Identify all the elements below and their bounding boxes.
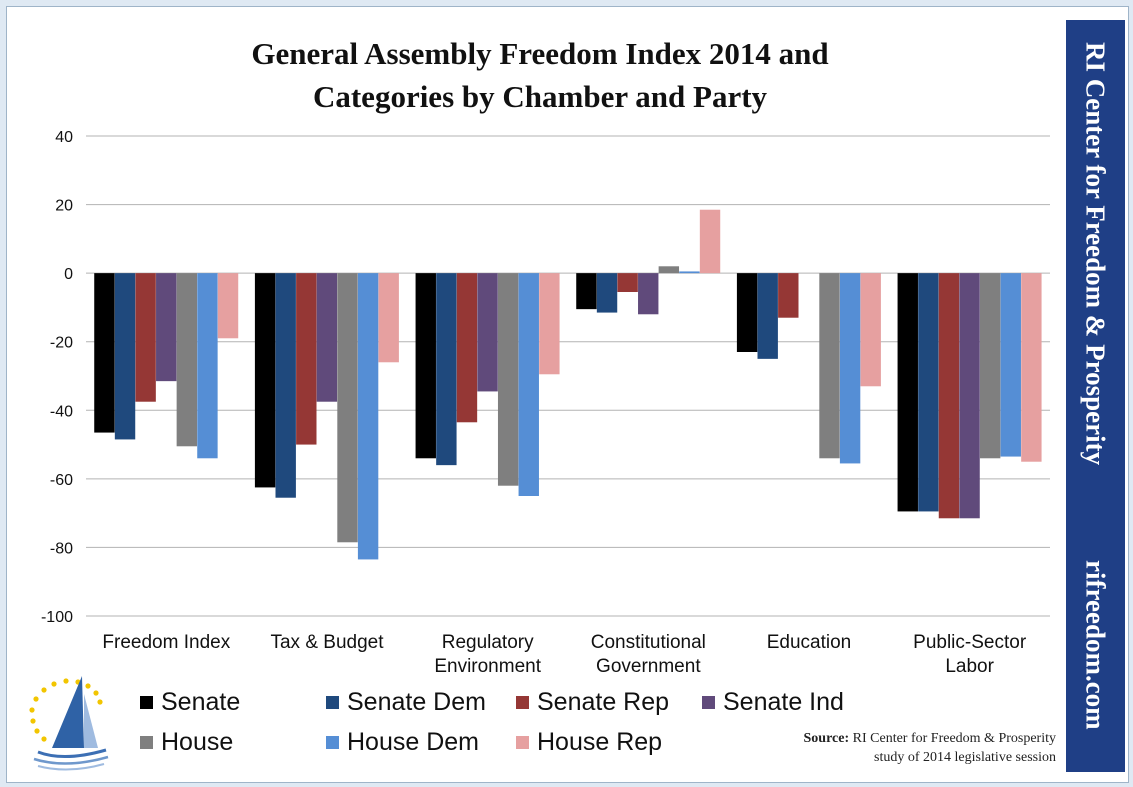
chart-title: General Assembly Freedom Index 2014 and … — [60, 32, 1020, 118]
bar — [658, 266, 680, 274]
x-tick-label: Tax & Budget — [270, 632, 384, 653]
x-tick-label: Labor — [945, 656, 994, 677]
bar — [415, 273, 436, 459]
bar — [197, 273, 218, 459]
bar — [497, 273, 519, 486]
bar — [217, 273, 239, 339]
bar — [436, 273, 457, 466]
chart-panel: 40 20 0 -20 -40 -60 -80 -100 Freedom Index Tax & … — [20, 20, 1066, 772]
bar — [897, 273, 918, 512]
x-tick-label: Freedom Index — [102, 632, 230, 653]
source-line-2: study of 2014 legislative session — [874, 750, 1056, 765]
legend-swatch — [326, 736, 339, 749]
bar — [1021, 273, 1042, 462]
legend-label: House Rep — [537, 728, 663, 756]
bar — [135, 273, 156, 402]
bar — [539, 273, 560, 375]
x-tick-label: Constitutional — [591, 632, 706, 653]
legend-item: House Rep — [516, 728, 662, 757]
sidebar-url: rifreedom.com — [1081, 560, 1111, 730]
bar — [679, 271, 700, 274]
source-note: Source: RI Center for Freedom & Prosperi… — [700, 729, 1056, 767]
bar — [357, 273, 379, 560]
bar — [378, 273, 399, 363]
legend-swatch — [326, 696, 339, 709]
legend-label: House — [161, 728, 234, 756]
bar — [699, 209, 721, 274]
source-line-1: RI Center for Freedom & Prosperity — [852, 731, 1056, 746]
legend-item: Senate Ind — [702, 688, 844, 717]
bar — [456, 273, 478, 423]
bar — [979, 273, 1001, 459]
legend-label: House Dem — [347, 728, 479, 756]
legend-label: Senate — [161, 688, 241, 716]
bar — [275, 273, 296, 498]
y-tick-label: -40 — [50, 403, 73, 420]
legend-swatch — [140, 736, 153, 749]
x-tick-label: Education — [767, 632, 852, 653]
bar — [617, 273, 638, 292]
sidebar-org-name: RI Center for Freedom & Prosperity — [1081, 42, 1111, 466]
y-tick-label: -100 — [41, 609, 73, 626]
bar — [94, 273, 115, 433]
bar — [938, 273, 960, 519]
bar — [114, 273, 136, 440]
legend-label: Senate Dem — [347, 688, 486, 716]
bar — [337, 273, 358, 543]
legend-item: Senate Dem — [326, 688, 486, 717]
sailboat-logo — [29, 676, 109, 771]
bar — [254, 273, 276, 488]
bar — [736, 273, 758, 352]
sail-icon — [52, 676, 84, 748]
legend-item: Senate Rep — [516, 688, 669, 717]
legend-label: Senate Rep — [537, 688, 670, 716]
y-tick-label: 0 — [64, 266, 73, 283]
bar — [819, 273, 840, 459]
bar — [638, 273, 659, 315]
legend-item: House — [140, 728, 233, 757]
bar — [316, 273, 338, 402]
x-tick-label: Regulatory — [442, 632, 534, 653]
x-tick-label: Public-Sector — [913, 632, 1027, 653]
bar — [576, 273, 597, 310]
legend-label: Senate Ind — [723, 688, 844, 716]
bar — [518, 273, 539, 496]
legend-swatch — [516, 696, 529, 709]
bar — [596, 273, 618, 313]
bar — [860, 273, 881, 387]
bar — [778, 273, 799, 318]
bar — [757, 273, 778, 359]
legend-swatch — [516, 736, 529, 749]
bar — [176, 273, 198, 447]
bar — [477, 273, 498, 392]
legend-swatch — [140, 696, 153, 709]
chart-title-line-2: Categories by Chamber and Party — [312, 79, 768, 114]
y-tick-label: 20 — [55, 198, 73, 215]
y-tick-label: 40 — [55, 129, 73, 146]
bar — [296, 273, 317, 445]
brand-sidebar: RI Center for Freedom & Prosperity rifre… — [1066, 20, 1125, 772]
x-tick-label: Government — [596, 656, 701, 677]
y-tick-label: -80 — [50, 540, 73, 557]
star-ring-icon — [29, 678, 103, 742]
bar — [839, 273, 861, 464]
legend-item: Senate — [140, 688, 240, 717]
source-label: Source: — [803, 731, 850, 746]
bar — [156, 273, 177, 382]
bar — [918, 273, 939, 512]
bar-chart: 40 20 0 -20 -40 -60 -80 -100 Freedom Index Tax & … — [41, 129, 1050, 677]
y-tick-label: -20 — [50, 335, 73, 352]
chart-title-line-1: General Assembly Freedom Index 2014 and — [251, 36, 829, 71]
legend-item: House Dem — [326, 728, 479, 757]
x-tick-label: Environment — [434, 656, 541, 677]
bar — [959, 273, 980, 519]
bar — [1000, 273, 1021, 457]
y-tick-label: -60 — [50, 472, 73, 489]
legend-swatch — [702, 696, 715, 709]
